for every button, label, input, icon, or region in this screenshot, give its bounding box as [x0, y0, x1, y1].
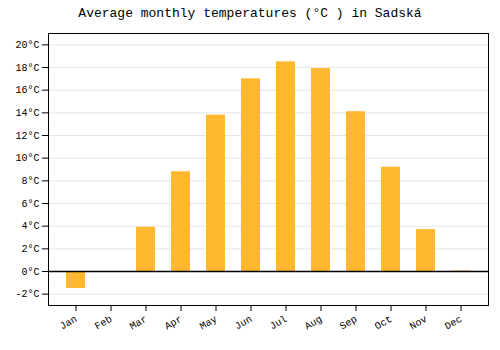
svg-text:18°C: 18°C: [15, 63, 39, 74]
svg-text:Sep: Sep: [338, 314, 359, 333]
svg-text:16°C: 16°C: [15, 85, 39, 96]
svg-text:Oct: Oct: [373, 314, 394, 333]
svg-text:-2°C: -2°C: [15, 289, 39, 300]
svg-text:Nov: Nov: [408, 314, 429, 333]
svg-text:Jan: Jan: [58, 314, 79, 333]
svg-text:8°C: 8°C: [21, 176, 39, 187]
svg-text:Feb: Feb: [93, 314, 114, 333]
svg-text:Mar: Mar: [128, 314, 149, 333]
svg-text:14°C: 14°C: [15, 108, 39, 119]
svg-text:Jul: Jul: [268, 314, 289, 333]
svg-text:Jun: Jun: [233, 314, 254, 333]
svg-text:20°C: 20°C: [15, 40, 39, 51]
svg-text:Dec: Dec: [443, 314, 464, 333]
html-text:Average monthly temperatures (: Average monthly temperatures (°C ) in Sa…: [78, 6, 422, 21]
svg-text:10°C: 10°C: [15, 153, 39, 164]
svg-text:6°C: 6°C: [21, 199, 39, 210]
svg-text:0°C: 0°C: [21, 267, 39, 278]
svg-text:2°C: 2°C: [21, 244, 39, 255]
svg-text:4°C: 4°C: [21, 221, 39, 232]
svg-text:Aug: Aug: [303, 314, 324, 333]
svg-text:12°C: 12°C: [15, 131, 39, 142]
svg-text:May: May: [198, 314, 219, 333]
svg-text:Apr: Apr: [163, 314, 184, 333]
